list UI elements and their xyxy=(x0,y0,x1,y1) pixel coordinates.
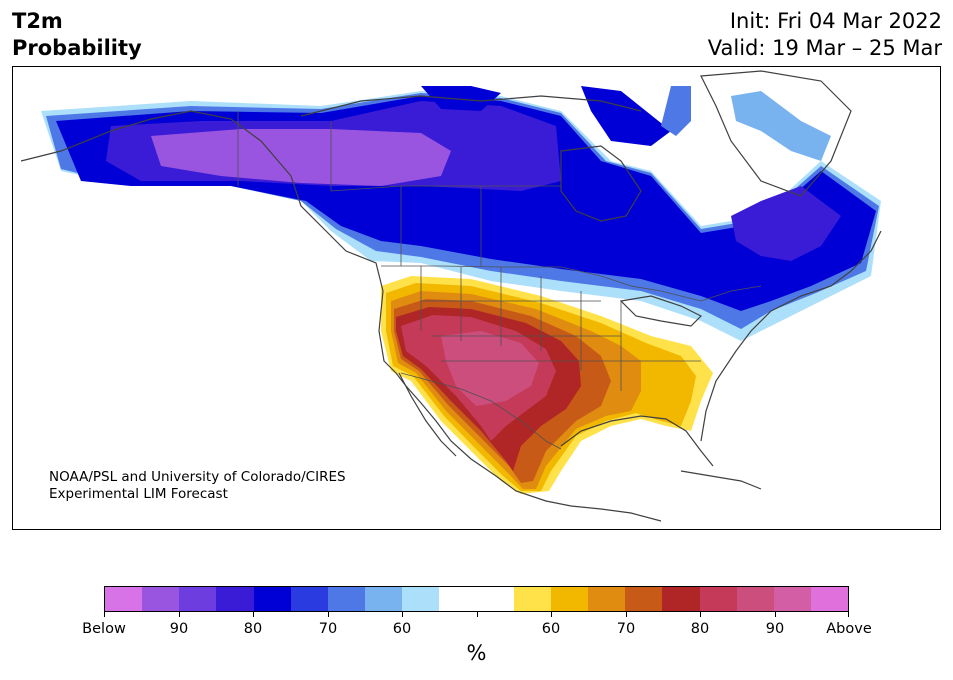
colorbar-tick xyxy=(477,612,478,617)
cold-pocket-ellesmere xyxy=(661,86,691,136)
init-date: Init: Fri 04 Mar 2022 xyxy=(729,9,942,33)
colorbar-swatch xyxy=(365,587,403,611)
colorbar-swatch xyxy=(625,587,663,611)
colorbar-tick xyxy=(253,612,254,617)
colorbar-unit-label: % xyxy=(466,641,487,665)
baja-peninsula xyxy=(398,372,457,457)
colorbar-swatch xyxy=(105,587,143,611)
colorbar-swatch xyxy=(290,587,328,611)
colorbar-tick xyxy=(402,612,403,617)
colorbar-tick-label: 70 xyxy=(616,621,636,637)
colorbar-tick-label: 60 xyxy=(541,621,561,637)
colorbar-ticks: Below 90 80 70 60 60 70 80 90 Above xyxy=(82,612,872,637)
map-panel xyxy=(12,66,941,530)
colorbar-tick xyxy=(179,612,180,617)
colorbar-swatch xyxy=(662,587,700,611)
cuba-outline xyxy=(680,470,762,490)
colorbar-tick-label: 80 xyxy=(690,621,710,637)
colorbar-swatch xyxy=(810,587,849,611)
credit-text: NOAA/PSL and University of Colorado/CIRE… xyxy=(49,469,346,503)
cold-pocket-arctic xyxy=(581,86,671,146)
cold-pocket-greenland xyxy=(731,91,831,161)
credit-line-1: NOAA/PSL and University of Colorado/CIRE… xyxy=(49,469,346,485)
cold-band-90-east xyxy=(731,186,841,261)
probability-map xyxy=(20,70,882,522)
arctic-coast xyxy=(300,95,642,117)
colorbar-swatch xyxy=(550,587,589,611)
colorbar-tick xyxy=(328,612,329,617)
map-title: T2m Probability xyxy=(12,8,142,62)
political-borders xyxy=(237,111,762,450)
state-borders xyxy=(420,266,701,391)
colorbar-swatch xyxy=(402,587,440,611)
gulf-coast xyxy=(560,415,714,467)
colorbar-swatch xyxy=(476,587,514,611)
us-canada-border xyxy=(381,265,762,302)
colorbar-tick xyxy=(848,612,849,617)
great-lakes xyxy=(619,295,703,327)
greenland-outline xyxy=(700,70,852,197)
atlantic-coast xyxy=(700,230,882,442)
valid-range: Valid: 19 Mar – 25 Mar xyxy=(707,36,942,60)
title-variable: T2m xyxy=(12,9,63,33)
us-mexico-border xyxy=(400,372,562,450)
colorbar-tick-label: 60 xyxy=(392,621,412,637)
colorbar-tick-label: 70 xyxy=(318,621,338,637)
title-probability: Probability xyxy=(12,36,142,60)
colorbar-swatch xyxy=(699,587,737,611)
cold-pocket-baffin xyxy=(421,86,501,111)
coastlines xyxy=(20,70,882,522)
colorbar-tick xyxy=(104,612,105,617)
below-normal-region xyxy=(41,86,881,341)
colorbar-tick xyxy=(551,612,552,617)
colorbar-tick-label: 90 xyxy=(169,621,189,637)
colorbar-tick-label: Above xyxy=(826,621,872,637)
colorbar-tick-label: 80 xyxy=(243,621,263,637)
colorbar-tick-label: 90 xyxy=(765,621,785,637)
colorbar-swatch xyxy=(142,587,180,611)
above-normal-region xyxy=(381,276,713,494)
colorbar-swatch xyxy=(513,587,551,611)
colorbar-swatch xyxy=(588,587,626,611)
colorbar-swatch xyxy=(179,587,217,611)
probability-colorbar xyxy=(104,586,849,612)
colorbar-swatch xyxy=(736,587,774,611)
colorbar-tick xyxy=(775,612,776,617)
colorbar-swatch xyxy=(253,587,291,611)
colorbar-swatch xyxy=(216,587,254,611)
forecast-dates: Init: Fri 04 Mar 2022 Valid: 19 Mar – 25… xyxy=(708,8,942,62)
colorbar-swatch xyxy=(773,587,811,611)
colorbar-tick xyxy=(626,612,627,617)
hudson-bay xyxy=(560,145,642,222)
colorbar-swatch xyxy=(439,587,477,611)
credit-line-2: Experimental LIM Forecast xyxy=(49,486,228,502)
province-borders xyxy=(330,121,561,266)
warm-core xyxy=(441,331,539,406)
colorbar-tick-label: Below xyxy=(82,621,126,637)
colorbar-swatch xyxy=(327,587,366,611)
colorbar-tick xyxy=(700,612,701,617)
pacific-coast xyxy=(20,110,662,522)
cold-core xyxy=(151,129,451,186)
